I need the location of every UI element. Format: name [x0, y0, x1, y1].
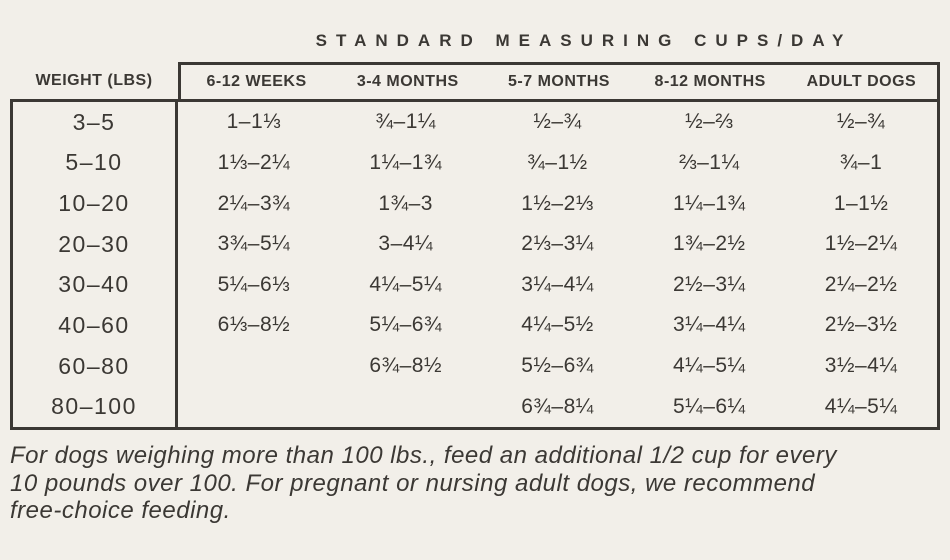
column-header-5-7-months: 5-7 MONTHS — [508, 73, 610, 90]
column-header-weight: WEIGHT (LBS) — [35, 71, 153, 89]
cups-cell: 4¼–5¼ — [673, 354, 746, 378]
cups-cell: 2½–3¼ — [673, 272, 746, 296]
feeding-table: WEIGHT (LBS) 6-12 WEEKS 3-4 MONTHS 5-7 M… — [10, 62, 940, 430]
column-header-3-4-months: 3-4 MONTHS — [356, 73, 459, 90]
cups-cell: 6¾–8¼ — [521, 394, 594, 418]
weight-cell: 3–5 — [13, 102, 178, 143]
cups-cell: 1¼–1¾ — [369, 150, 442, 174]
table-row: 20–30 3¾–5¼ 3–4¼ 2⅓–3¼ 1¾–2½ 1½–2¼ — [13, 223, 937, 265]
cups-cell: 1¾–2½ — [673, 232, 746, 256]
footnote-line: free-choice feeding. — [10, 497, 231, 524]
table-row: 5–10 1⅓–2¼ 1¼–1¾ ¾–1½ ⅔–1¼ ¾–1 — [13, 142, 937, 184]
cups-cell: 5¼–6¼ — [673, 394, 746, 418]
cups-cell: 6¾–8½ — [369, 354, 442, 378]
cups-cell: 2¼–3¾ — [217, 191, 291, 215]
cups-cell: 3½–4¼ — [824, 354, 898, 378]
cups-cell: 5¼–6¾ — [369, 313, 442, 337]
table-row: 40–60 6⅓–8½ 5¼–6¾ 4¼–5½ 3¼–4¼ 2½–3½ — [13, 305, 937, 346]
cups-cell: ½–¾ — [533, 110, 582, 134]
cups-cell: 5½–6¾ — [521, 354, 594, 378]
weight-cell: 30–40 — [13, 264, 178, 306]
cups-cell: 3–4¼ — [378, 232, 433, 256]
cups-cell: 1⅓–2¼ — [217, 150, 291, 174]
age-columns-header-box: 6-12 WEEKS 3-4 MONTHS 5-7 MONTHS 8-12 MO… — [178, 62, 940, 99]
table-row: 3–5 1–1⅓ ¾–1¼ ½–¾ ½–⅔ ½–¾ — [13, 102, 937, 143]
cups-cell: 4¼–5¼ — [369, 272, 442, 296]
cups-cell: 2½–3½ — [824, 313, 898, 337]
weight-cell: 5–10 — [13, 142, 178, 184]
weight-cell: 10–20 — [13, 183, 178, 224]
column-header-6-12-weeks: 6-12 WEEKS — [206, 73, 307, 90]
table-body: 3–5 1–1⅓ ¾–1¼ ½–¾ ½–⅔ ½–¾ 5–10 1⅓–2¼ 1¼–… — [10, 99, 940, 430]
weight-cell: 40–60 — [13, 305, 178, 346]
cups-cell: ½–⅔ — [685, 110, 734, 134]
cups-cell: 3¾–5¼ — [217, 232, 291, 256]
cups-cell: 3¼–4¼ — [673, 313, 746, 337]
cups-cell: 6⅓–8½ — [217, 313, 291, 337]
table-row: 80–100 6¾–8¼ 5¼–6¼ 4¼–5¼ — [13, 386, 937, 427]
weight-cell: 60–80 — [13, 345, 178, 387]
cups-cell: 5¼–6⅓ — [217, 272, 291, 296]
table-header-row: WEIGHT (LBS) 6-12 WEEKS 3-4 MONTHS 5-7 M… — [10, 62, 940, 99]
cups-cell: 1¼–1¾ — [673, 191, 746, 215]
cups-cell: ¾–1¼ — [375, 110, 436, 134]
cups-cell: 1–1½ — [833, 191, 889, 215]
footnote-line: For dogs weighing more than 100 lbs., fe… — [10, 442, 837, 469]
table-row: 60–80 6¾–8½ 5½–6¾ 4¼–5¼ 3½–4¼ — [13, 345, 937, 387]
cups-cell: 1½–2⅓ — [521, 191, 594, 215]
cups-cell — [178, 386, 330, 427]
cups-cell — [178, 346, 330, 387]
cups-cell: 1–1⅓ — [226, 110, 282, 134]
cups-cell: ½–¾ — [836, 110, 886, 134]
weight-cell: 20–30 — [13, 223, 178, 265]
table-title: STANDARD MEASURING CUPS/DAY — [315, 31, 853, 50]
cups-cell: ¾–1½ — [527, 150, 588, 174]
cups-cell: 4¼–5¼ — [824, 394, 898, 418]
table-row: 10–20 2¼–3¾ 1¾–3 1½–2⅓ 1¼–1¾ 1–1½ — [13, 183, 937, 224]
column-header-8-12-months: 8-12 MONTHS — [654, 73, 766, 90]
cups-cell: 1¾–3 — [378, 191, 433, 215]
cups-cell: 3¼–4¼ — [521, 272, 594, 296]
cups-cell: 2⅓–3¼ — [521, 232, 594, 256]
cups-cell: 1½–2¼ — [824, 232, 898, 256]
cups-cell: 2¼–2½ — [824, 272, 898, 296]
weight-cell: 80–100 — [13, 386, 178, 427]
footnote: For dogs weighing more than 100 lbs., fe… — [10, 442, 940, 525]
cups-cell — [330, 386, 482, 427]
footnote-line: 10 pounds over 100. For pregnant or nurs… — [10, 469, 816, 497]
cups-cell: 4¼–5½ — [521, 313, 594, 337]
cups-cell: ⅔–1¼ — [679, 150, 740, 174]
table-row: 30–40 5¼–6⅓ 4¼–5¼ 3¼–4¼ 2½–3¼ 2¼–2½ — [13, 264, 937, 306]
cups-cell: ¾–1 — [839, 150, 883, 174]
column-header-adult-dogs: ADULT DOGS — [806, 73, 917, 90]
